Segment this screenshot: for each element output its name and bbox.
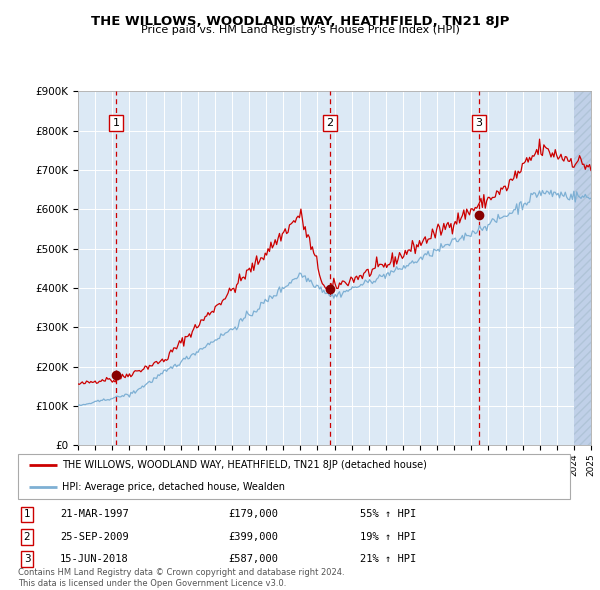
Text: THE WILLOWS, WOODLAND WAY, HEATHFIELD, TN21 8JP: THE WILLOWS, WOODLAND WAY, HEATHFIELD, T…	[91, 15, 509, 28]
Text: 55% ↑ HPI: 55% ↑ HPI	[360, 510, 416, 519]
Text: 3: 3	[23, 555, 31, 564]
Text: 2: 2	[326, 118, 334, 128]
Text: £587,000: £587,000	[228, 555, 278, 564]
Text: 19% ↑ HPI: 19% ↑ HPI	[360, 532, 416, 542]
Text: 3: 3	[475, 118, 482, 128]
Text: 2: 2	[23, 532, 31, 542]
Text: THE WILLOWS, WOODLAND WAY, HEATHFIELD, TN21 8JP (detached house): THE WILLOWS, WOODLAND WAY, HEATHFIELD, T…	[62, 460, 427, 470]
Text: £399,000: £399,000	[228, 532, 278, 542]
Text: HPI: Average price, detached house, Wealden: HPI: Average price, detached house, Weal…	[62, 483, 285, 493]
Text: 21-MAR-1997: 21-MAR-1997	[60, 510, 129, 519]
Text: 25-SEP-2009: 25-SEP-2009	[60, 532, 129, 542]
Text: Contains HM Land Registry data © Crown copyright and database right 2024.
This d: Contains HM Land Registry data © Crown c…	[18, 568, 344, 588]
FancyBboxPatch shape	[18, 454, 570, 499]
Text: 1: 1	[23, 510, 31, 519]
Text: 1: 1	[112, 118, 119, 128]
Text: 21% ↑ HPI: 21% ↑ HPI	[360, 555, 416, 564]
Text: 15-JUN-2018: 15-JUN-2018	[60, 555, 129, 564]
Text: Price paid vs. HM Land Registry's House Price Index (HPI): Price paid vs. HM Land Registry's House …	[140, 25, 460, 35]
Text: £179,000: £179,000	[228, 510, 278, 519]
